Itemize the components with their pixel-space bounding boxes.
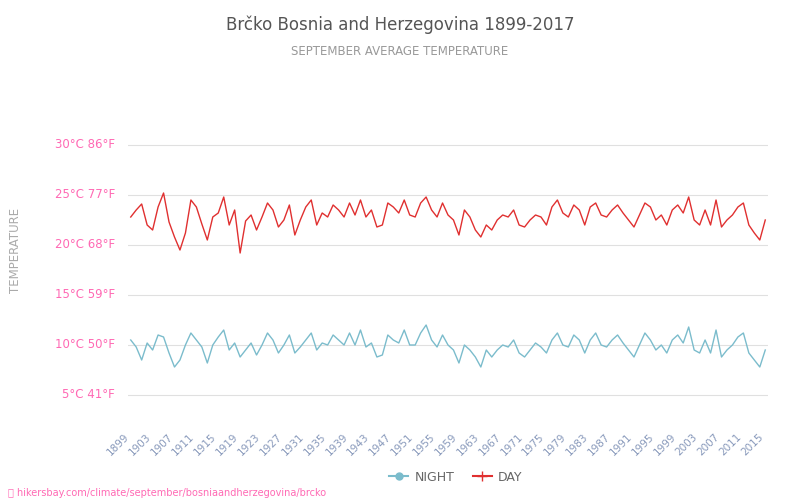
Text: 📍 hikersbay.com/climate/september/bosniaandherzegovina/brcko: 📍 hikersbay.com/climate/september/bosnia… bbox=[8, 488, 326, 498]
Text: 10°C 50°F: 10°C 50°F bbox=[55, 338, 115, 351]
Text: 5°C 41°F: 5°C 41°F bbox=[62, 388, 115, 402]
Text: 25°C 77°F: 25°C 77°F bbox=[55, 188, 115, 202]
Text: TEMPERATURE: TEMPERATURE bbox=[10, 208, 22, 292]
Legend: NIGHT, DAY: NIGHT, DAY bbox=[385, 466, 527, 489]
Text: Brčko Bosnia and Herzegovina 1899-2017: Brčko Bosnia and Herzegovina 1899-2017 bbox=[226, 15, 574, 34]
Text: 30°C 86°F: 30°C 86°F bbox=[55, 138, 115, 151]
Text: 15°C 59°F: 15°C 59°F bbox=[55, 288, 115, 302]
Text: SEPTEMBER AVERAGE TEMPERATURE: SEPTEMBER AVERAGE TEMPERATURE bbox=[291, 45, 509, 58]
Text: 20°C 68°F: 20°C 68°F bbox=[55, 238, 115, 252]
